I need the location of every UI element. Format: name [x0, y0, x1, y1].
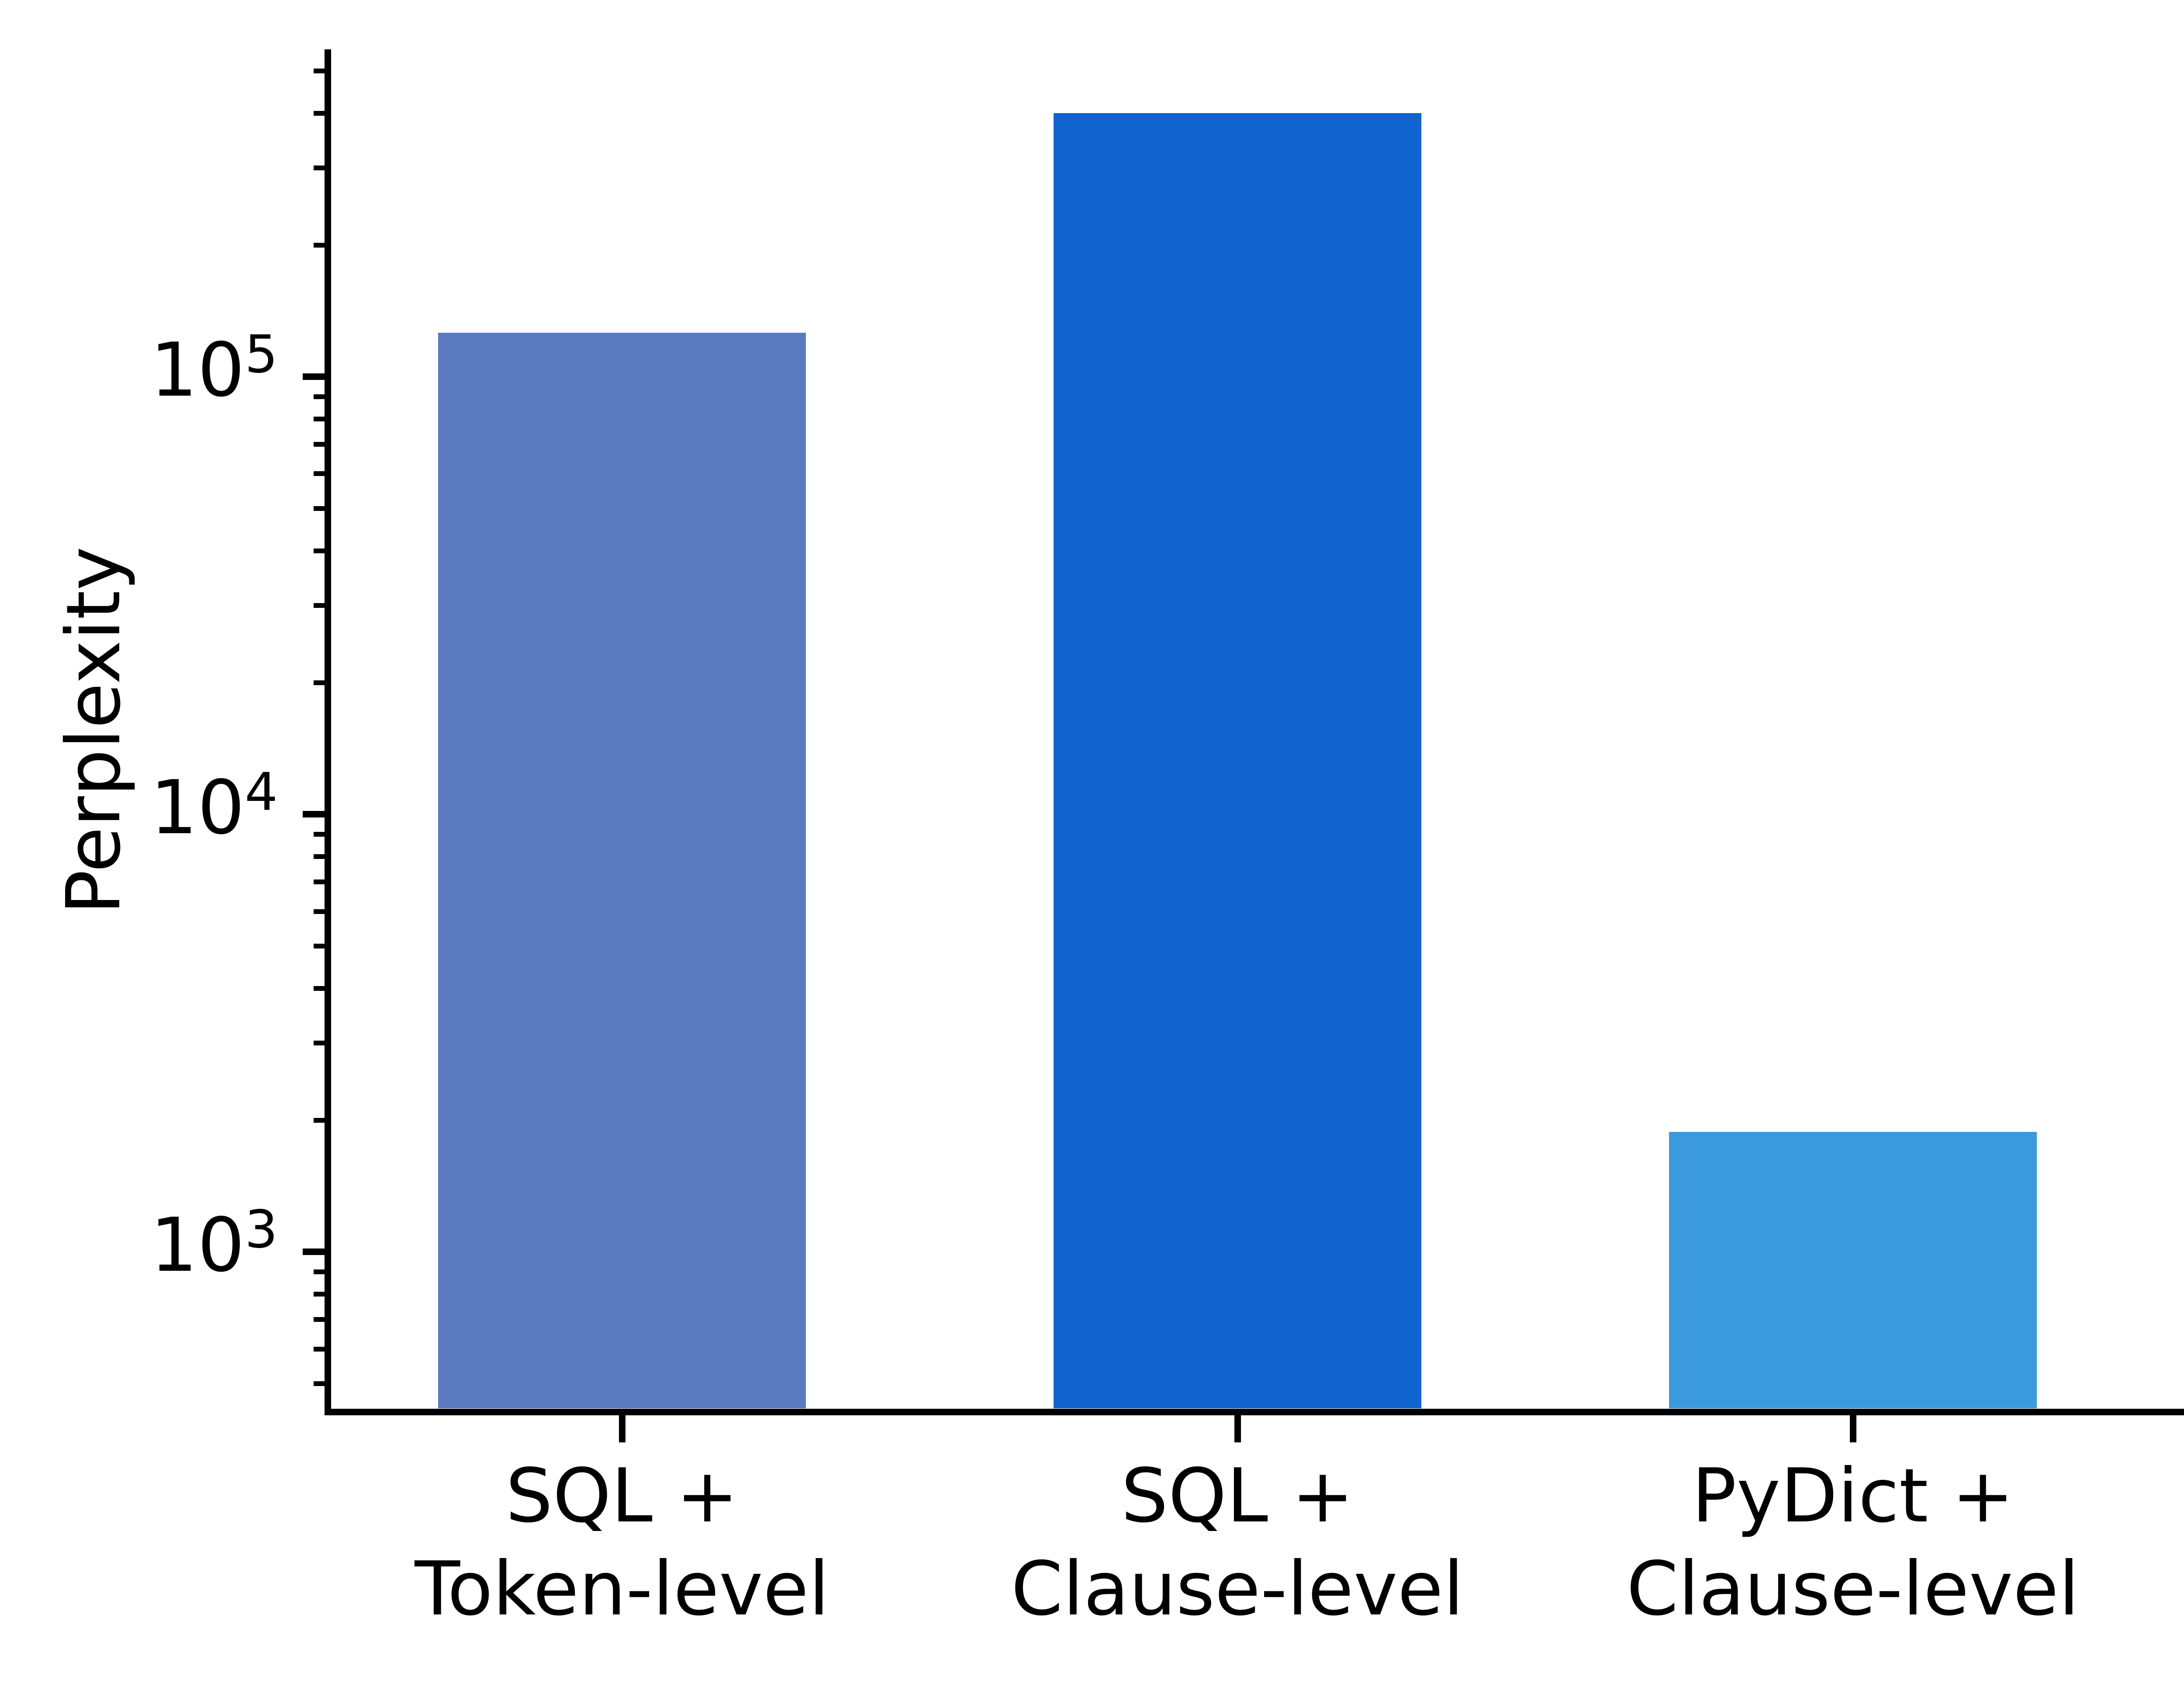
bar-2	[1669, 1132, 2037, 1409]
y-minor-tick	[313, 166, 325, 171]
y-tick-exponent: 5	[245, 324, 278, 385]
y-minor-tick	[313, 986, 325, 991]
x-tick-label-0: SQL + Token-level	[314, 1450, 930, 1635]
y-minor-tick	[313, 603, 325, 608]
y-minor-tick	[313, 417, 325, 422]
x-tick-label-line: Program	[2160, 1543, 2184, 1636]
x-tick-label-line: Clause-level	[1626, 1545, 2080, 1632]
y-axis-label: Perplexity	[51, 546, 137, 915]
x-tick-label-2: PyDict + Clause-level	[1545, 1450, 2161, 1635]
y-minor-tick	[313, 242, 325, 248]
y-minor-tick	[313, 471, 325, 476]
x-tick-label-line: PyDict +	[2160, 1450, 2184, 1543]
y-minor-tick	[313, 1292, 325, 1297]
y-minor-tick	[313, 680, 325, 685]
x-tick	[1849, 1415, 1856, 1442]
y-minor-tick	[313, 506, 325, 511]
y-minor-tick	[313, 1346, 325, 1352]
y-tick-base: 10	[150, 764, 245, 851]
y-major-tick	[302, 1248, 325, 1255]
bar-0	[438, 333, 806, 1409]
y-tick-base: 10	[150, 1202, 245, 1289]
x-tick-label-1: SQL + Clause-level	[930, 1450, 1545, 1635]
y-minor-tick	[313, 832, 325, 837]
x-tick	[1234, 1415, 1241, 1442]
x-tick-label-line: Token-level	[415, 1545, 829, 1632]
y-minor-tick	[313, 943, 325, 948]
y-minor-tick	[313, 1269, 325, 1275]
y-minor-tick	[313, 68, 325, 73]
y-tick-exponent: 4	[245, 762, 278, 823]
y-minor-tick	[313, 1381, 325, 1386]
y-tick-label: 105	[150, 329, 278, 407]
y-minor-tick	[313, 442, 325, 447]
y-minor-tick	[313, 1041, 325, 1046]
y-major-tick	[302, 811, 325, 818]
x-tick	[619, 1415, 625, 1442]
x-tick-label-line: PyDict +	[1692, 1453, 2014, 1539]
x-tick-label-line: SQL +	[505, 1453, 739, 1539]
y-tick-exponent: 3	[245, 1200, 278, 1260]
y-minor-tick	[313, 394, 325, 400]
y-minor-tick	[313, 1117, 325, 1123]
y-minor-tick	[313, 854, 325, 859]
x-tick-label-line: SQL +	[1121, 1453, 1354, 1539]
y-minor-tick	[313, 879, 325, 885]
x-tick-label-line: Clause-level	[1011, 1545, 1464, 1632]
y-tick-base: 10	[150, 327, 245, 414]
x-tick-label-3: PyDict +Program	[2160, 1450, 2184, 1635]
bar-1	[1054, 113, 1421, 1409]
y-minor-tick	[313, 548, 325, 553]
y-axis-spine	[324, 49, 331, 1415]
y-major-tick	[302, 373, 325, 380]
y-minor-tick	[313, 909, 325, 914]
y-minor-tick	[313, 110, 325, 116]
y-tick-label: 104	[150, 766, 278, 845]
y-minor-tick	[313, 1317, 325, 1322]
y-tick-label: 103	[150, 1204, 278, 1283]
x-axis-spine	[324, 1408, 2184, 1415]
